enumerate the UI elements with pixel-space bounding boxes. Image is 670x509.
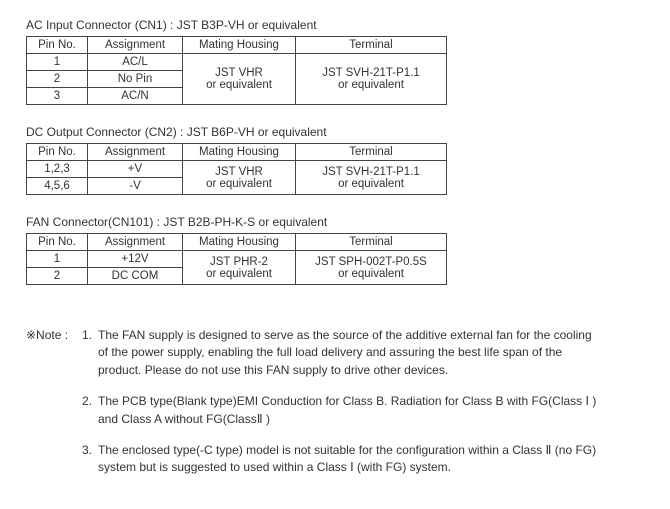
th-pin: Pin No. (27, 144, 88, 161)
th-mating: Mating Housing (183, 144, 296, 161)
section-title: AC Input Connector (CN1) : JST B3P-VH or… (26, 18, 644, 32)
cell-assign: +V (88, 161, 183, 178)
cell-assign: No Pin (88, 71, 183, 88)
cell-assign: -V (88, 178, 183, 195)
note-text: The PCB type(Blank type)EMI Conduction f… (98, 393, 622, 428)
cell-assign: AC/L (88, 54, 183, 71)
section-title: DC Output Connector (CN2) : JST B6P-VH o… (26, 125, 644, 139)
connector-section-cn1: AC Input Connector (CN1) : JST B3P-VH or… (26, 18, 644, 105)
notes-lead: ※Note : (26, 327, 82, 344)
connector-table: Pin No. Assignment Mating Housing Termin… (26, 233, 447, 285)
th-pin: Pin No. (27, 234, 88, 251)
cell-pin: 1 (27, 251, 88, 268)
th-assign: Assignment (88, 234, 183, 251)
section-title: FAN Connector(CN101) : JST B2B-PH-K-S or… (26, 215, 644, 229)
cell-pin: 3 (27, 88, 88, 105)
cell-assign: AC/N (88, 88, 183, 105)
cell-pin: 1,2,3 (27, 161, 88, 178)
cell-assign: DC COM (88, 268, 183, 285)
connector-section-cn101: FAN Connector(CN101) : JST B2B-PH-K-S or… (26, 215, 644, 285)
cell-mating: JST VHR or equivalent (183, 161, 296, 195)
cell-pin: 4,5,6 (27, 178, 88, 195)
th-assign: Assignment (88, 144, 183, 161)
cell-assign: +12V (88, 251, 183, 268)
note-text: The enclosed type(-C type) model is not … (98, 442, 622, 477)
note-item: 1. The FAN supply is designed to serve a… (82, 327, 622, 379)
cell-mating: JST VHR or equivalent (183, 54, 296, 105)
cell-pin: 2 (27, 268, 88, 285)
cell-mating: JST PHR-2 or equivalent (183, 251, 296, 285)
note-text: The FAN supply is designed to serve as t… (98, 327, 622, 379)
notes-block: ※Note : 1. The FAN supply is designed to… (26, 327, 644, 491)
note-number: 1. (82, 327, 98, 379)
note-item: 2. The PCB type(Blank type)EMI Conductio… (82, 393, 622, 428)
connector-section-cn2: DC Output Connector (CN2) : JST B6P-VH o… (26, 125, 644, 195)
th-mating: Mating Housing (183, 37, 296, 54)
note-number: 2. (82, 393, 98, 428)
th-term: Terminal (296, 144, 447, 161)
connector-table: Pin No. Assignment Mating Housing Termin… (26, 143, 447, 195)
th-mating: Mating Housing (183, 234, 296, 251)
th-term: Terminal (296, 234, 447, 251)
th-pin: Pin No. (27, 37, 88, 54)
note-item: 3. The enclosed type(-C type) model is n… (82, 442, 622, 477)
cell-terminal: JST SPH-002T-P0.5S or equivalent (296, 251, 447, 285)
connector-table: Pin No. Assignment Mating Housing Termin… (26, 36, 447, 105)
th-term: Terminal (296, 37, 447, 54)
cell-terminal: JST SVH-21T-P1.1 or equivalent (296, 161, 447, 195)
cell-pin: 1 (27, 54, 88, 71)
th-assign: Assignment (88, 37, 183, 54)
cell-pin: 2 (27, 71, 88, 88)
cell-terminal: JST SVH-21T-P1.1 or equivalent (296, 54, 447, 105)
note-number: 3. (82, 442, 98, 477)
